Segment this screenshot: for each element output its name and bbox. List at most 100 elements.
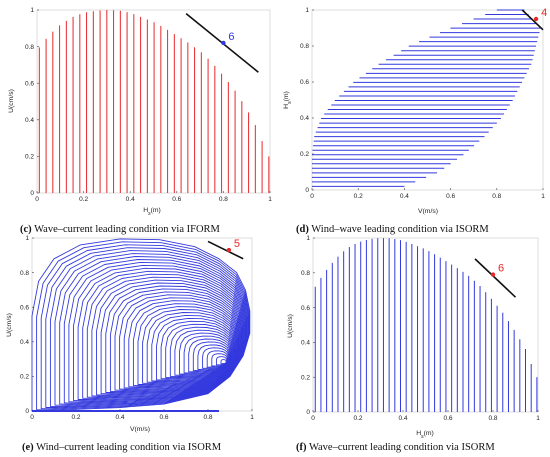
design-point-label: 5 xyxy=(234,238,240,250)
y-tick-label: 1 xyxy=(30,7,34,14)
design-point-marker xyxy=(490,272,496,277)
x-axis-label: Hs(m) xyxy=(143,207,161,217)
contour-line xyxy=(192,341,231,372)
contour-line xyxy=(82,270,244,399)
y-axis-label: U(cm/s) xyxy=(6,313,13,337)
x-axis-label: V(m/s) xyxy=(130,426,150,433)
contour-line xyxy=(183,335,232,374)
y-tick-label: 0.4 xyxy=(300,115,309,122)
x-tick-label: 0.2 xyxy=(71,414,80,421)
contour-line xyxy=(96,279,243,396)
contour-line xyxy=(165,323,234,379)
contour-line xyxy=(160,320,235,380)
y-tick-label: 0.8 xyxy=(300,43,309,50)
plot-area-f xyxy=(312,237,539,413)
contour-line xyxy=(36,241,250,411)
y-tick-label: 0.8 xyxy=(25,44,34,51)
design-point-label: 4 xyxy=(541,7,547,19)
contour-line xyxy=(197,344,230,370)
x-tick-label: 0.6 xyxy=(172,196,181,203)
y-axis-label: U(cm/s) xyxy=(287,314,294,338)
contour-line xyxy=(206,350,229,368)
x-axis-label: V(m/s) xyxy=(418,208,438,215)
contour-line xyxy=(142,309,237,384)
y-tick-label: 0.4 xyxy=(20,339,29,346)
x-tick-label: 0.8 xyxy=(492,193,501,200)
y-tick-label: 0.6 xyxy=(20,304,29,311)
contour-line xyxy=(40,244,250,410)
y-axis-label: Hs(m) xyxy=(283,91,293,109)
contour-line xyxy=(123,297,239,389)
design-point-marker xyxy=(533,16,539,22)
x-tick-label: 0 xyxy=(310,193,314,200)
contour-line xyxy=(100,282,242,395)
contour-line xyxy=(86,273,244,398)
contour-line xyxy=(114,291,240,391)
design-point-label: 6 xyxy=(498,263,504,275)
contour-line xyxy=(73,264,246,402)
x-tick-label: 0.2 xyxy=(79,196,88,203)
design-point-marker xyxy=(221,40,226,46)
contour-line xyxy=(156,317,235,381)
y-tick-label: 0.4 xyxy=(25,117,34,124)
x-tick-label: 0.8 xyxy=(488,415,497,422)
tangent-line xyxy=(207,240,244,260)
contour-line xyxy=(109,288,241,392)
y-tick-label: 0.2 xyxy=(301,374,310,381)
x-tick-label: 0 xyxy=(30,414,34,421)
x-tick-label: 0.2 xyxy=(353,415,362,422)
contour-line xyxy=(132,303,238,387)
tangent-line xyxy=(521,9,544,31)
y-tick-label: 0 xyxy=(30,190,34,197)
y-tick-label: 0 xyxy=(25,408,29,415)
contour-line xyxy=(128,300,239,388)
y-tick-label: 0.4 xyxy=(301,340,310,347)
contour-line xyxy=(54,253,248,406)
contour-line xyxy=(59,256,247,405)
x-tick-label: 1 xyxy=(250,414,254,421)
contour-line xyxy=(179,332,232,375)
contour-line xyxy=(151,314,236,382)
tangent-line xyxy=(474,258,517,298)
y-tick-label: 0.2 xyxy=(300,151,309,158)
x-tick-label: 0.6 xyxy=(159,414,168,421)
y-tick-label: 1 xyxy=(25,235,29,242)
caption-c: (c) Wave–current leading condition via I… xyxy=(20,224,221,235)
panel-e: 0 0.2 0.4 0.6 0.8 1 0 0.2 0.4 0.6 0.8 1 V(m/s) U(cm/s… xyxy=(6,235,254,433)
contour-line xyxy=(215,356,228,366)
panel-f: 0 0.2 0.4 0.6 0.8 1 0 0.2 0.4 0.6 0.8 1 Hs(m) U(cm/s)… xyxy=(287,235,540,440)
contour-line xyxy=(105,285,242,393)
contour-line xyxy=(137,306,237,385)
contour-line xyxy=(188,338,231,373)
x-tick-label: 0.8 xyxy=(219,196,228,203)
design-point-marker xyxy=(226,247,232,253)
y-tick-label: 0.2 xyxy=(25,154,34,161)
x-tick-label: 0.4 xyxy=(398,415,407,422)
y-tick-label: 1 xyxy=(306,235,310,242)
x-tick-label: 0.4 xyxy=(115,414,124,421)
contour-line xyxy=(220,359,227,365)
contour-line xyxy=(45,247,249,408)
y-tick-label: 0.8 xyxy=(301,270,310,277)
y-axis-label: U(cm/s) xyxy=(8,89,15,113)
contour-line xyxy=(63,259,247,404)
contour-line xyxy=(211,353,228,367)
x-tick-label: 0.2 xyxy=(354,193,363,200)
x-tick-label: 0.8 xyxy=(203,414,212,421)
panel-d: 0 0.2 0.4 0.6 0.8 1 0 0.2 0.4 0.6 0.8 1 V(m/s) Hs(m) 4 xyxy=(283,7,547,215)
x-tick-label: 1 xyxy=(268,196,272,203)
contour-line xyxy=(91,276,243,397)
caption-f: (f) Wave–current leading condition via I… xyxy=(296,442,495,453)
contour-line xyxy=(202,347,229,369)
y-tick-label: 0.6 xyxy=(300,79,309,86)
x-tick-label: 0.6 xyxy=(443,415,452,422)
contour-line xyxy=(49,250,248,407)
panel-c: 0 0.2 0.4 0.6 0.8 1 0 0.2 0.4 0.6 0.8 1 Hs(m) U(cm/s)… xyxy=(8,7,272,217)
plot-area-c xyxy=(36,9,271,194)
x-tick-label: 1 xyxy=(541,193,545,200)
x-tick-label: 0 xyxy=(35,196,39,203)
x-tick-label: 0 xyxy=(311,415,315,422)
y-tick-label: 0.2 xyxy=(20,374,29,381)
y-tick-label: 0.6 xyxy=(301,305,310,312)
caption-d: (d) Wind–wave leading condition via ISOR… xyxy=(296,224,489,235)
